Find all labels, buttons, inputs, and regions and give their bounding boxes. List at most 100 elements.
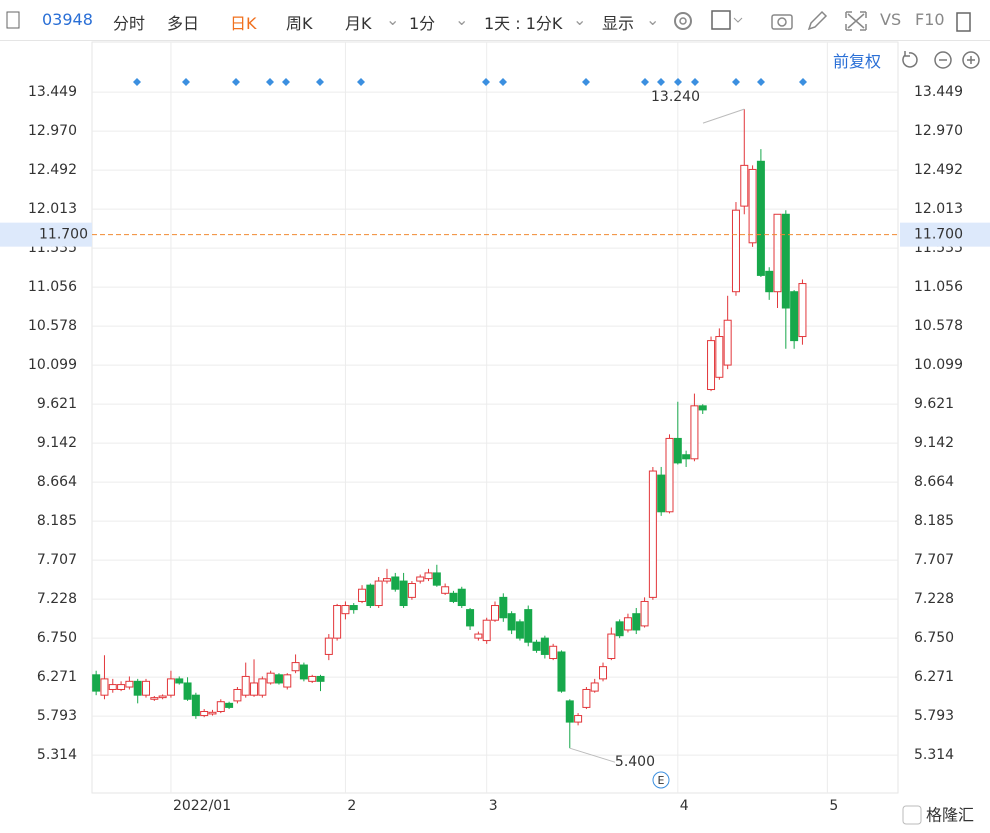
zoom-in-icon[interactable] — [962, 51, 980, 69]
y-tick-label: 10.099 — [28, 357, 77, 373]
candle-body — [765, 270, 774, 293]
y-tick-label-right: 13.449 — [914, 84, 963, 100]
y-tick-label: 13.449 — [28, 84, 77, 100]
y-tick-label: 6.750 — [37, 630, 77, 646]
candle-body — [108, 684, 117, 690]
candle-body — [707, 340, 716, 391]
candle-body — [117, 684, 126, 690]
candle-body — [748, 168, 757, 244]
candle-body — [532, 641, 541, 651]
last-price-label-right: 11.700 — [914, 227, 963, 243]
y-tick-label-right: 12.492 — [914, 162, 963, 178]
tab[interactable]: 月K — [345, 14, 372, 33]
event-icon-label: E — [658, 774, 665, 787]
candle-body — [183, 682, 192, 700]
fullscreen-icon[interactable] — [845, 11, 867, 31]
candle-body — [158, 695, 167, 699]
event-marker — [757, 78, 765, 86]
dropdown-arrow[interactable]: ⌄ — [646, 10, 660, 29]
zoom-out-icon[interactable] — [934, 51, 952, 69]
candle-body — [391, 576, 400, 590]
max-leader — [702, 108, 745, 124]
candle-body — [731, 209, 740, 293]
pen-icon[interactable] — [807, 10, 828, 31]
y-tick-label-right: 8.664 — [914, 474, 954, 490]
candle-body — [623, 617, 632, 631]
candle-body — [92, 674, 101, 692]
dropdown-arrow[interactable] — [733, 17, 743, 23]
adjust-mode[interactable]: 前复权 — [833, 52, 882, 71]
tab[interactable]: 多日 — [167, 14, 200, 33]
event-marker — [133, 78, 141, 86]
candle-body — [781, 213, 790, 309]
candle-body — [715, 336, 724, 378]
reset-icon[interactable] — [902, 51, 918, 68]
watermark: 格隆汇 — [926, 806, 974, 825]
y-tick-label-right: 10.578 — [914, 318, 963, 334]
y-tick-label: 9.621 — [37, 396, 77, 412]
candle-body — [599, 666, 608, 680]
toolbar: 03948 分时 多日 日K 周K 月K ⌄ 1分 ⌄ 1天 : 1分K ⌄ 显… — [0, 0, 990, 41]
candle-body — [482, 619, 491, 642]
sidebar-icon[interactable] — [6, 11, 20, 29]
zoom-in-plus — [967, 56, 975, 64]
event-marker — [641, 78, 649, 86]
candle-body — [366, 584, 375, 607]
settings-icon[interactable] — [674, 12, 692, 30]
event-marker — [232, 78, 240, 86]
event-marker — [582, 78, 590, 86]
plot-frame — [91, 41, 899, 794]
candle-body — [690, 405, 699, 460]
x-tick-label: 5 — [829, 798, 838, 814]
y-tick-label-right: 12.970 — [914, 123, 963, 139]
candle-body — [615, 621, 624, 637]
x-tick-label: 2022/01 — [173, 798, 231, 814]
candle-body — [682, 454, 691, 460]
y-tick-label: 12.013 — [28, 201, 77, 217]
stock-code[interactable]: 03948 — [42, 10, 93, 29]
max-label: 13.240 — [651, 89, 700, 105]
vs-button[interactable]: VS — [880, 10, 902, 29]
candle-body — [499, 596, 508, 619]
tab[interactable]: 周K — [286, 14, 313, 33]
event-marker — [732, 78, 740, 86]
tab[interactable]: 分时 — [113, 14, 146, 33]
dropdown-arrow[interactable]: ⌄ — [455, 10, 469, 29]
last-price-box-left — [0, 222, 92, 247]
candle-body — [632, 613, 641, 631]
camera-icon[interactable] — [771, 14, 793, 30]
dropdown-arrow[interactable]: ⌄ — [386, 10, 400, 29]
event-marker — [266, 78, 274, 86]
checkbox[interactable] — [711, 10, 731, 30]
y-tick-label-right: 7.707 — [914, 552, 954, 568]
candle-body — [648, 470, 657, 598]
event-marker — [182, 78, 190, 86]
tab-active[interactable]: 日K — [230, 14, 257, 33]
candle-body — [540, 637, 549, 655]
candle-body — [358, 588, 367, 602]
f10-button[interactable]: F10 — [915, 10, 945, 29]
y-tick-label: 7.228 — [37, 591, 77, 607]
y-tick-label-right: 6.750 — [914, 630, 954, 646]
panel-icon[interactable] — [956, 12, 971, 32]
candle-body — [474, 633, 483, 639]
candle-body — [449, 592, 458, 602]
candle-body — [349, 605, 358, 611]
display[interactable]: 显示 — [602, 14, 635, 33]
candle-body — [549, 645, 558, 660]
candle-body — [150, 697, 159, 700]
interval[interactable]: 1分 — [409, 14, 436, 33]
y-tick-label: 5.793 — [37, 708, 77, 724]
candle-body — [399, 580, 408, 607]
event-marker — [357, 78, 365, 86]
event-marker — [799, 78, 807, 86]
dropdown-arrow[interactable]: ⌄ — [573, 10, 587, 29]
event-marker — [657, 78, 665, 86]
candle-body — [200, 710, 209, 717]
candle-body — [283, 674, 292, 688]
last-price-label: 11.700 — [39, 227, 88, 243]
settings-icon-core — [679, 17, 687, 25]
period[interactable]: 1天 : 1分K — [484, 14, 563, 33]
candle-body — [640, 600, 649, 627]
